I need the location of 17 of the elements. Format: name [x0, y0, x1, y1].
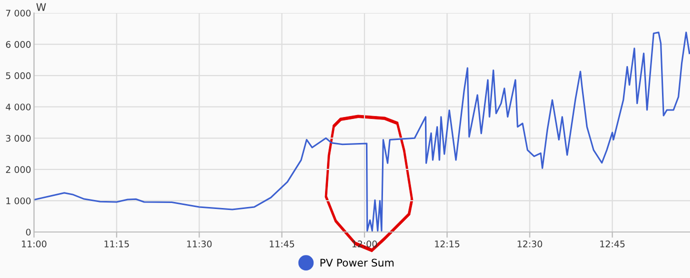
y-tick-label: 1 000: [6, 197, 31, 204]
y-tick-label: 5 000: [6, 72, 31, 80]
y-tick-label: 4 000: [6, 104, 31, 110]
x-tick-label: 11:30: [187, 240, 212, 248]
y-tick-label: 3 000: [6, 134, 31, 142]
y-tick-label: 6 000: [6, 41, 31, 48]
y-tick-label: 7 000: [6, 10, 31, 17]
x-tick-label: 11:45: [270, 240, 294, 248]
legend-label: PV Power Sum: [320, 258, 394, 267]
y-axis-title: W: [36, 3, 46, 11]
x-tick-label: 12:45: [600, 240, 625, 248]
x-tick-label: 11:00: [22, 240, 46, 248]
y-tick-label: 2 000: [6, 166, 31, 173]
x-tick-label: 12:15: [435, 240, 460, 248]
x-tick-label: 11:15: [104, 240, 129, 248]
x-tick-label: 12:30: [518, 240, 542, 248]
y-tick-label: 0: [26, 228, 31, 236]
